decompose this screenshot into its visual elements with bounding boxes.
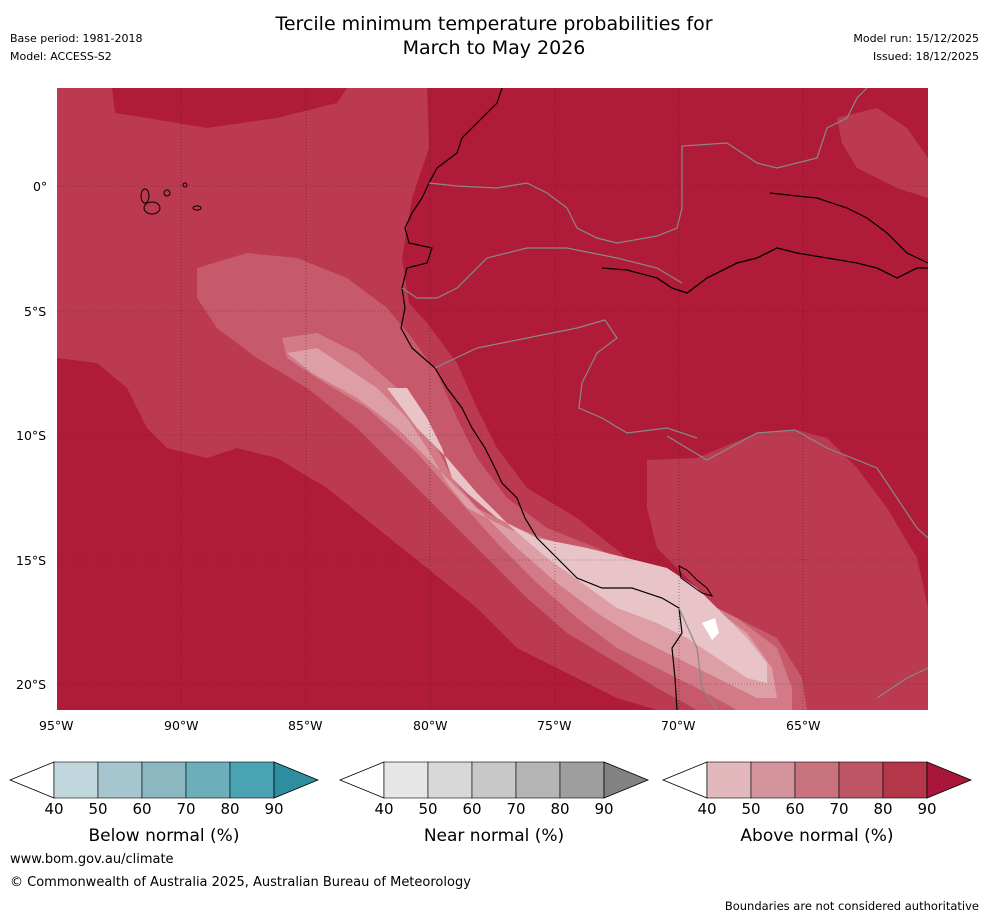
colorbar-tick-label: 50 (741, 800, 761, 818)
colorbar-tick-label: 60 (785, 800, 805, 818)
base-period: Base period: 1981-2018 (10, 32, 143, 45)
coastline (400, 88, 683, 710)
colorbar-segment (515, 761, 561, 799)
colorbar-below-normal (8, 761, 320, 799)
colorbar-tick-label: 70 (506, 800, 526, 818)
lon-label-90w: 90°W (164, 718, 199, 733)
model-name: Model: ACCESS-S2 (10, 50, 112, 63)
legend-near-label: Near normal (%) (423, 826, 565, 846)
colorbar-segment (471, 761, 517, 799)
title-line-2: March to May 2026 (402, 37, 586, 59)
colorbar-above-arrow (926, 761, 973, 799)
colorbar-segment (53, 761, 99, 799)
colorbar-tick-label: 60 (132, 800, 152, 818)
amazon-river (601, 247, 928, 294)
colorbar-tick-label: 70 (829, 800, 849, 818)
colorbar-near-arrow (603, 761, 650, 799)
colorbar-segment (706, 761, 752, 799)
colorbar-tick-label: 40 (374, 800, 394, 818)
zone-above-80-interior (647, 430, 928, 710)
colorbar-segment (559, 761, 605, 799)
legend-below-label: Below normal (%) (88, 826, 240, 846)
lake-titicaca (678, 565, 714, 597)
copyright-text: © Commonwealth of Australia 2025, Austra… (10, 875, 471, 890)
title-line-1: Tercile minimum temperature probabilitie… (275, 13, 713, 35)
colorbar-segment (383, 761, 429, 799)
colorbar-segment (750, 761, 796, 799)
lat-label-0: 0° (33, 179, 48, 194)
colorbar-segment (185, 761, 231, 799)
lon-label-95w: 95°W (39, 718, 74, 733)
colorbar-tick-label: 50 (418, 800, 438, 818)
colorbar-tick-label: 80 (550, 800, 570, 818)
lon-label-75w: 75°W (537, 718, 572, 733)
colorbar-tick-label: 90 (264, 800, 284, 818)
colorbar-segment (794, 761, 840, 799)
legend-above-label: Above normal (%) (740, 826, 894, 846)
country-borders (401, 88, 928, 710)
map-svg (57, 88, 928, 710)
lon-label-85w: 85°W (288, 718, 323, 733)
colorbar-segment (882, 761, 928, 799)
colorbar-segment (838, 761, 884, 799)
graticule (57, 88, 928, 710)
lon-label-65w: 65°W (786, 718, 821, 733)
lon-label-80w: 80°W (413, 718, 448, 733)
disclaimer-text: Boundaries are not considered authoritat… (724, 899, 979, 913)
colorbar-tick-label: 60 (462, 800, 482, 818)
colorbar-above-normal (661, 761, 973, 799)
colorbar-tick-label: 40 (697, 800, 717, 818)
colorbar-tick-label: 90 (594, 800, 614, 818)
colorbar-segment (141, 761, 187, 799)
model-run: Model run: 15/12/2025 (853, 32, 979, 45)
galapagos-islands (140, 182, 202, 215)
amazon-river-north (769, 192, 928, 264)
page-title: Tercile minimum temperature probabilitie… (0, 12, 988, 60)
colorbar-segment (229, 761, 275, 799)
zone-above-40 (387, 388, 767, 683)
colorbar-tick-label: 90 (917, 800, 937, 818)
issued-date: Issued: 18/12/2025 (872, 50, 979, 63)
lat-label-20s: 20°S (16, 677, 47, 692)
colorbar-tick-label: 50 (88, 800, 108, 818)
zone-above-80-ne (837, 108, 928, 198)
probability-map[interactable] (57, 88, 928, 710)
colorbar-tick-label: 70 (176, 800, 196, 818)
colorbar-tick-label: 40 (44, 800, 64, 818)
lat-label-10s: 10°S (16, 428, 47, 443)
lon-label-70w: 70°W (661, 718, 696, 733)
website-link[interactable]: www.bom.gov.au/climate (10, 852, 174, 867)
colorbar-below-arrow (273, 761, 320, 799)
colorbar-tick-label: 80 (220, 800, 240, 818)
zone-below-40-white (702, 618, 719, 640)
colorbar-near-normal (338, 761, 650, 799)
colorbar-segment (427, 761, 473, 799)
lat-label-5s: 5°S (24, 304, 47, 319)
colorbar-segment (97, 761, 143, 799)
colorbar-tick-label: 80 (873, 800, 893, 818)
lat-label-15s: 15°S (16, 553, 47, 568)
